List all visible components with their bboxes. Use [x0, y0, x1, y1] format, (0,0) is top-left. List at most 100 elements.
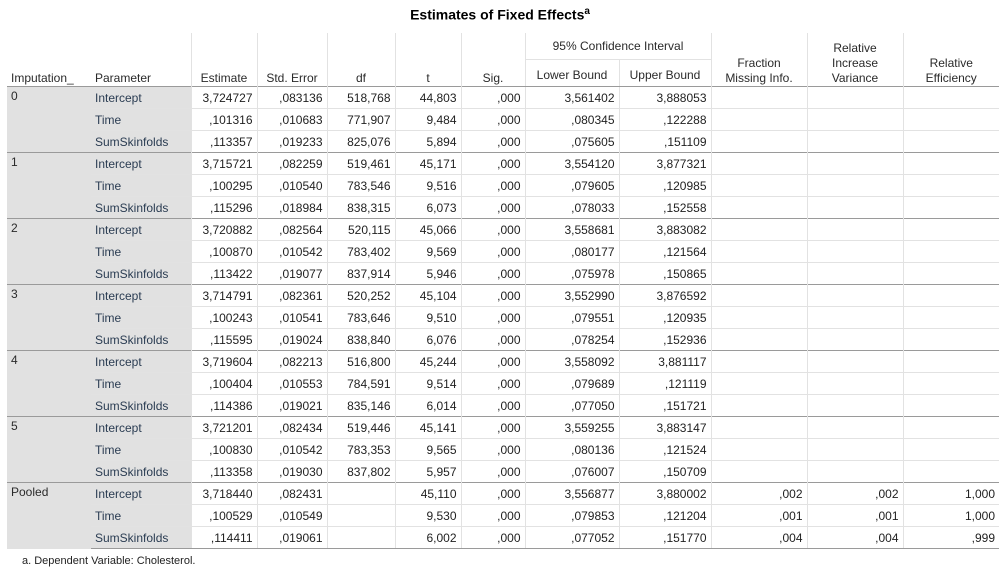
parameter-cell: SumSkinfolds [91, 328, 191, 351]
upper-bound-cell: 3,881117 [618, 350, 711, 373]
header-parameter: Parameter [95, 71, 152, 85]
fraction-missing-info-cell [710, 460, 807, 483]
parameter-cell: Intercept [91, 416, 191, 439]
estimate-cell: ,100870 [190, 240, 257, 263]
t-cell: 9,516 [394, 174, 461, 197]
df-cell: 784,591 [326, 372, 395, 395]
df-cell: 771,907 [326, 108, 395, 131]
lower-bound-cell: 3,556877 [524, 482, 619, 505]
lower-bound-cell: ,075605 [524, 130, 619, 153]
df-cell: 837,914 [326, 262, 395, 285]
table-row: 1 Intercept 3,715721,082259 519,461 45,171,0… [7, 152, 999, 219]
table-row: 3 Intercept 3,714791,082361 520,252 45,104,0… [7, 284, 999, 351]
t-cell: 6,076 [394, 328, 461, 351]
sig-cell: ,000 [460, 482, 525, 505]
fraction-missing-info-cell [710, 86, 807, 109]
std-error-cell: ,019021 [256, 394, 327, 417]
upper-bound-cell: ,151770 [618, 526, 711, 549]
table-row: 0 Intercept 3,724727,083136 518,768 44,803,0… [7, 86, 999, 153]
lower-bound-cell: ,079689 [524, 372, 619, 395]
sig-cell: ,000 [460, 152, 525, 175]
lower-bound-cell: ,078254 [524, 328, 619, 351]
sig-cell: ,000 [460, 460, 525, 483]
imputation-label: Pooled [7, 482, 91, 549]
relative-efficiency-cell [902, 218, 999, 241]
std-error-cell: ,082564 [256, 218, 327, 241]
df-cell: 520,115 [326, 218, 395, 241]
sig-cell: ,000 [460, 196, 525, 219]
df-cell: 825,076 [326, 130, 395, 153]
fraction-missing-info-cell [710, 394, 807, 417]
upper-bound-cell: ,121204 [618, 504, 711, 527]
lower-bound-cell: ,077050 [524, 394, 619, 417]
sig-cell: ,000 [460, 262, 525, 285]
fraction-missing-info-cell [710, 196, 807, 219]
estimate-cell: ,113422 [190, 262, 257, 285]
table-row: Time ,100404,010553 784,591 9,514,000,07968… [7, 372, 999, 395]
header-confidence-interval: 95% Confidence Interval [524, 33, 711, 60]
upper-bound-cell: ,121119 [618, 372, 711, 395]
fraction-missing-info-cell [710, 416, 807, 439]
estimate-cell: 3,715721 [190, 152, 257, 175]
std-error-cell: ,010549 [256, 504, 327, 527]
table-row: Time ,100295,010540 783,546 9,516,000,07960… [7, 174, 999, 197]
table-row: Time ,101316,010683 771,907 9,484,000,08034… [7, 108, 999, 131]
sig-cell: ,000 [460, 394, 525, 417]
header-relative-increase-variance: Relative Increase Variance [806, 33, 903, 87]
lower-bound-cell: 3,558681 [524, 218, 619, 241]
lower-bound-cell: ,075978 [524, 262, 619, 285]
fraction-missing-info-cell [710, 174, 807, 197]
std-error-cell: ,010683 [256, 108, 327, 131]
df-cell: 518,768 [326, 86, 395, 109]
relative-increase-variance-cell [806, 86, 903, 109]
relative-increase-variance-cell [806, 394, 903, 417]
relative-efficiency-cell [902, 174, 999, 197]
title-footnote-marker: a [584, 6, 590, 17]
upper-bound-cell: 3,883147 [618, 416, 711, 439]
df-cell: 783,646 [326, 306, 395, 329]
table-row: Time ,100830,010542 783,353 9,565,000,08013… [7, 438, 999, 461]
relative-efficiency-cell [902, 196, 999, 219]
table-row: SumSkinfolds ,114386,019021 835,146 6,014,0… [7, 394, 999, 417]
relative-increase-variance-cell [806, 350, 903, 373]
upper-bound-cell: ,120935 [618, 306, 711, 329]
t-cell: 6,014 [394, 394, 461, 417]
std-error-cell: ,010542 [256, 438, 327, 461]
estimate-cell: ,115296 [190, 196, 257, 219]
parameter-cell: SumSkinfolds [91, 130, 191, 153]
t-cell: 9,530 [394, 504, 461, 527]
parameter-cell: Intercept [91, 350, 191, 373]
std-error-cell: ,082434 [256, 416, 327, 439]
imputation-label: 5 [7, 416, 91, 483]
t-cell: 9,569 [394, 240, 461, 263]
relative-increase-variance-cell: ,001 [806, 504, 903, 527]
upper-bound-cell: ,122288 [618, 108, 711, 131]
relative-efficiency-cell [902, 152, 999, 175]
df-cell: 783,402 [326, 240, 395, 263]
upper-bound-cell: ,150865 [618, 262, 711, 285]
upper-bound-cell: ,152936 [618, 328, 711, 351]
sig-cell: ,000 [460, 130, 525, 153]
df-cell: 783,546 [326, 174, 395, 197]
imputation-label: 3 [7, 284, 91, 351]
estimate-cell: 3,724727 [190, 86, 257, 109]
table-row: SumSkinfolds ,113358,019030 837,802 5,957,0… [7, 460, 999, 483]
table-row: Pooled Intercept 3,718440,082431 45,110,000… [7, 482, 999, 549]
std-error-cell: ,010540 [256, 174, 327, 197]
relative-increase-variance-cell [806, 416, 903, 439]
parameter-cell: Time [91, 504, 191, 527]
sig-cell: ,000 [460, 438, 525, 461]
fraction-missing-info-cell [710, 108, 807, 131]
df-cell [326, 504, 395, 527]
df-cell: 519,446 [326, 416, 395, 439]
lower-bound-cell: 3,559255 [524, 416, 619, 439]
std-error-cell: ,082213 [256, 350, 327, 373]
fraction-missing-info-cell: ,004 [710, 526, 807, 549]
sig-cell: ,000 [460, 328, 525, 351]
header-sig: Sig. [460, 33, 525, 87]
std-error-cell: ,019061 [256, 526, 327, 549]
sig-cell: ,000 [460, 372, 525, 395]
relative-efficiency-cell: ,999 [902, 526, 999, 549]
relative-increase-variance-cell [806, 438, 903, 461]
table-row: SumSkinfolds ,113357,019233 825,076 5,894,0… [7, 130, 999, 153]
